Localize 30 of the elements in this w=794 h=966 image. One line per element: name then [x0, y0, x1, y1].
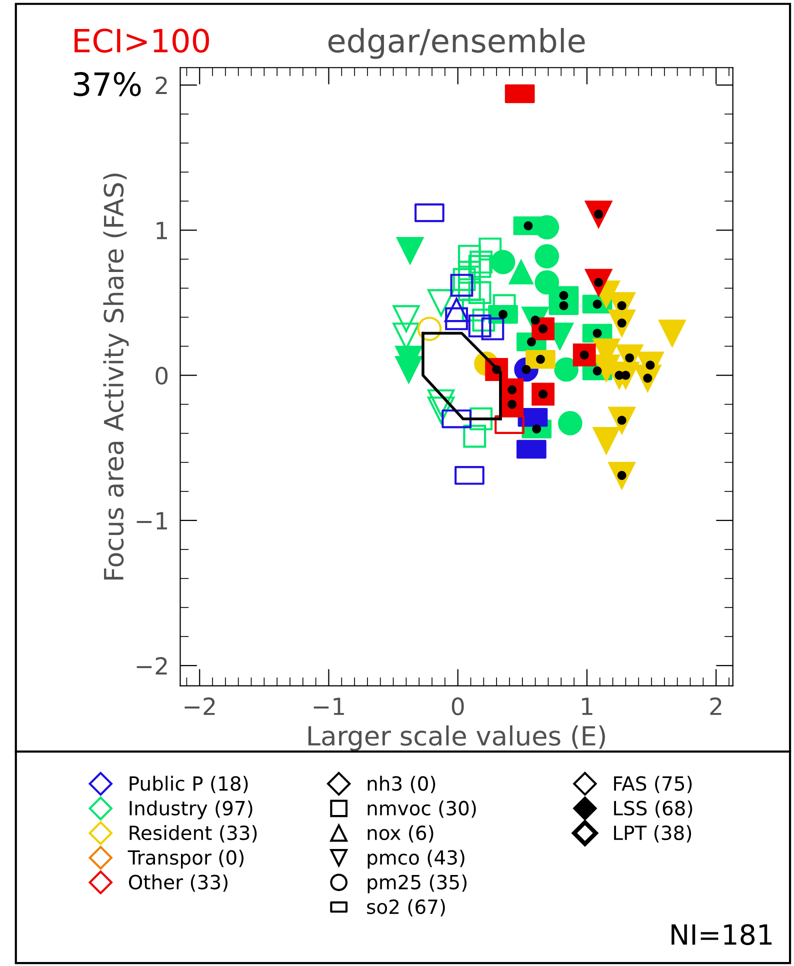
x-tick-label: 2	[710, 697, 722, 715]
x-tick-label: −2	[184, 697, 215, 715]
legend-label: Resident (33)	[130, 825, 257, 842]
legend-label: FAS (75)	[614, 776, 692, 794]
y-tick-label: 0	[156, 366, 168, 385]
x-axis-title: Larger scale values (E)	[308, 725, 605, 751]
text: NI=181	[672, 924, 772, 946]
legend-label: pmco (43)	[368, 850, 464, 869]
legend-label: LSS (68)	[614, 800, 692, 818]
y-tick-label: 2	[156, 76, 167, 94]
legend-label: Other (33)	[128, 874, 228, 892]
legend-label: LPT (38)	[614, 825, 692, 842]
text: ECI>100	[74, 28, 209, 53]
legend-label: Industry (97)	[130, 800, 252, 820]
y-axis-title: Focus area Activity Share (FAS)	[103, 174, 129, 580]
text: 37%	[74, 72, 141, 96]
legend-label: pm25 (35)	[368, 874, 466, 894]
legend-label: Transpor (0)	[128, 850, 244, 869]
x-tick-label: −1	[314, 698, 344, 715]
chart-title: edgar/ensemble	[328, 28, 585, 59]
x-tick-label: 0	[452, 697, 464, 716]
x-tick-label: 1	[582, 698, 592, 715]
y-tick-label: −2	[136, 656, 167, 675]
y-tick-label: 1	[156, 222, 167, 240]
legend-label: nmvoc (30)	[368, 800, 476, 818]
legend-label: so2 (67)	[367, 899, 445, 916]
y-tick-label: −1	[136, 512, 167, 530]
legend-label: Public P (18)	[130, 776, 248, 794]
legend-label: nh3 (0)	[368, 776, 436, 794]
legend-label: nox (6)	[368, 825, 434, 842]
